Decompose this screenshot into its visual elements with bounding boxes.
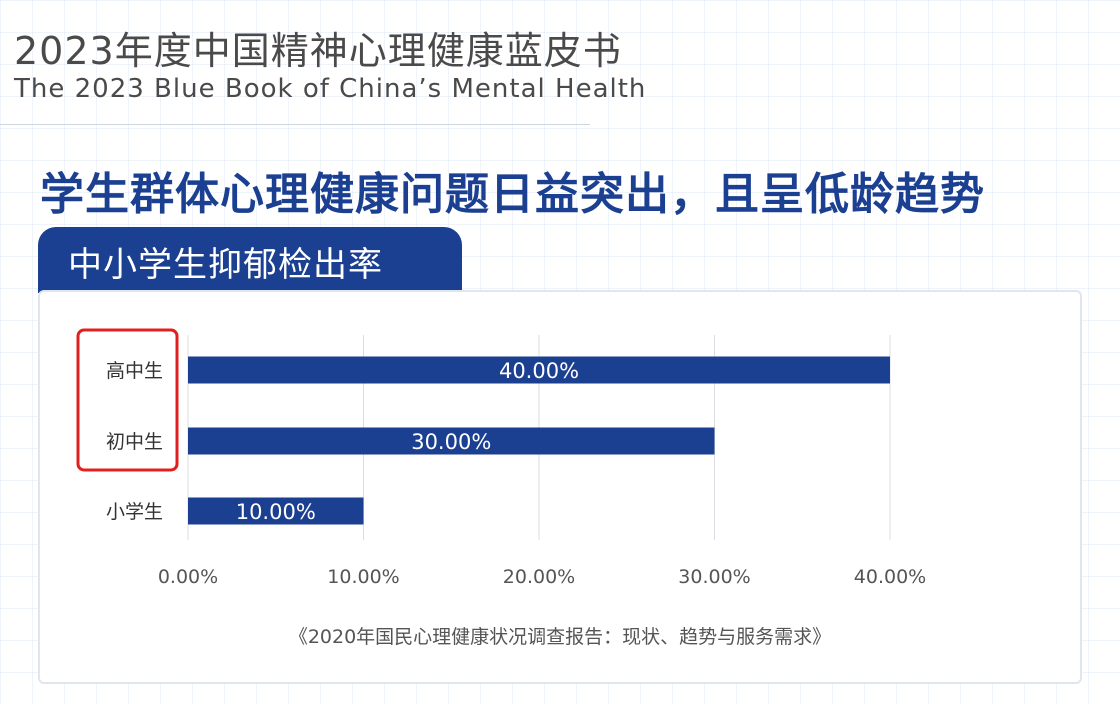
bar-2 (188, 497, 364, 525)
x-tick-label: 10.00% (327, 566, 399, 588)
category-label: 初中生 (106, 431, 163, 453)
value-label: 40.00% (499, 359, 579, 383)
bar-1 (188, 427, 715, 455)
category-label: 小学生 (106, 501, 163, 523)
header-divider (0, 124, 590, 125)
source-citation: 《2020年国民心理健康状况调查报告：现状、趋势与服务需求》 (288, 626, 832, 648)
report-subtitle: The 2023 Blue Book of China’s Mental Hea… (14, 74, 647, 104)
highlight-box (76, 328, 179, 472)
x-tick-label: 20.00% (503, 566, 575, 588)
headline: 学生群体心理健康问题日益突出，且呈低龄趋势 (40, 169, 985, 220)
highlight-layer (76, 328, 179, 472)
category-label: 高中生 (106, 360, 163, 382)
bar-layer (188, 356, 890, 525)
x-tick-label: 0.00% (158, 566, 218, 588)
value-label: 10.00% (236, 500, 316, 524)
x-tick-label: 40.00% (854, 566, 926, 588)
chart-panel (38, 290, 1082, 684)
x-tick-label: 30.00% (678, 566, 750, 588)
label-layer: 0.00% 10.00% 20.00% 30.00% 40.00% 高中生 40.00% 初中… (106, 359, 926, 588)
chart-tab: 中小学生抑郁检出率 (38, 227, 462, 293)
report-title: 2023年度中国精神心理健康蓝皮书 (14, 29, 622, 73)
bar-0 (188, 356, 890, 384)
chart-title: 中小学生抑郁检出率 (68, 245, 383, 285)
value-label: 30.00% (411, 430, 491, 454)
